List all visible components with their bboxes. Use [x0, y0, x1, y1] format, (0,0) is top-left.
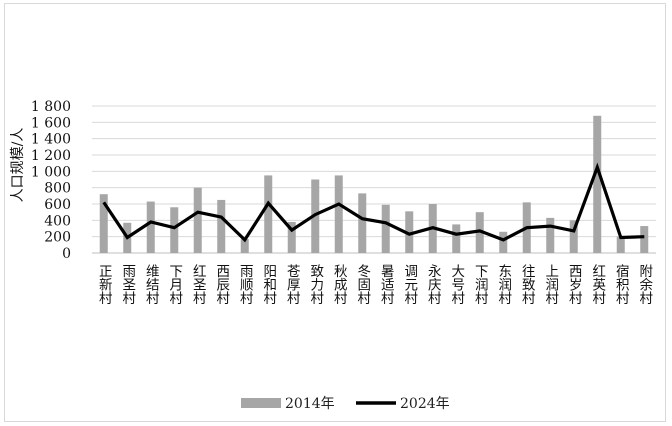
bar-2014 [452, 224, 461, 253]
bar-2014 [264, 175, 273, 253]
y-tick-label: 800 [44, 181, 71, 197]
legend-swatch-2014 [241, 398, 281, 408]
y-tick-label: 1 000 [31, 164, 71, 180]
series-line-2024 [102, 162, 645, 243]
x-category-label: 下润村 [472, 264, 489, 305]
x-category-label: 宿积村 [613, 263, 630, 305]
bar-2014 [640, 226, 649, 253]
y-tick-label: 1 400 [31, 132, 71, 148]
bar-2014 [146, 201, 155, 253]
x-category-label: 西辰村 [213, 264, 230, 305]
x-category-label: 上润村 [542, 264, 559, 305]
x-category-label: 正新村 [96, 264, 113, 305]
bar-2014 [287, 221, 296, 253]
x-category-label: 永庆村 [425, 264, 442, 305]
x-category-label: 冬固村 [354, 264, 371, 305]
x-category-label: 致力村 [307, 264, 324, 305]
x-category-label: 西岁村 [566, 264, 583, 305]
x-category-label: 往致村 [519, 264, 536, 305]
bar-2014 [381, 204, 390, 253]
x-category-label: 暑适村 [378, 264, 395, 305]
y-tick-label: 1 800 [31, 99, 71, 115]
bar-2014 [193, 187, 202, 253]
bar-2014 [170, 207, 179, 253]
legend-label-2024: 2024年 [400, 396, 450, 412]
legend: 2014年 2024年 [241, 396, 450, 412]
x-category-label: 苍厚村 [284, 264, 301, 305]
x-category-label: 下月村 [166, 264, 183, 305]
bar-2014 [217, 199, 226, 253]
x-category-label: 调元村 [401, 264, 418, 305]
bar-2014 [240, 239, 249, 253]
x-axis-categories: 正新村 雨圣村 维结村 下月村 红圣村 西辰村 雨顺村 阳和村 苍厚村 致力村 秋成村 冬固村 暑适村调… [96, 263, 653, 305]
bar-2014 [334, 175, 343, 253]
x-category-label: 附余村 [636, 264, 653, 305]
x-category-label: 雨圣村 [119, 264, 136, 305]
gridlines [92, 105, 656, 254]
y-tick-label: 200 [44, 230, 71, 246]
y-tick-label: 600 [44, 197, 71, 213]
y-tick-label: 400 [44, 213, 71, 229]
x-category-label: 红英村 [589, 264, 606, 305]
y-tick-label: 1 200 [31, 148, 71, 164]
x-category-label: 红圣村 [190, 264, 207, 305]
bar-2014 [358, 193, 367, 253]
y-tick-label: 1 600 [31, 115, 71, 131]
bar-2014 [569, 220, 578, 253]
y-tick-label: 0 [62, 246, 71, 262]
x-category-label: 阳和村 [260, 264, 277, 305]
y-axis-label: 人口规模/人 [10, 128, 26, 203]
bar-2014 [616, 236, 625, 253]
x-category-label: 大号村 [448, 264, 465, 305]
x-category-label: 维结村 [143, 264, 160, 305]
bar-2014 [99, 194, 108, 253]
bar-2014 [593, 115, 602, 253]
bar-2014 [405, 211, 414, 253]
chart-frame [4, 3, 666, 422]
bars-2014 [99, 115, 649, 253]
x-category-label: 东润村 [495, 264, 512, 305]
x-category-label: 秋成村 [331, 264, 348, 305]
bar-2014 [499, 231, 508, 253]
x-category-label: 雨顺村 [237, 264, 254, 305]
bar-2014 [546, 217, 555, 253]
legend-label-2014: 2014年 [285, 396, 335, 412]
line-2024 [102, 162, 645, 243]
